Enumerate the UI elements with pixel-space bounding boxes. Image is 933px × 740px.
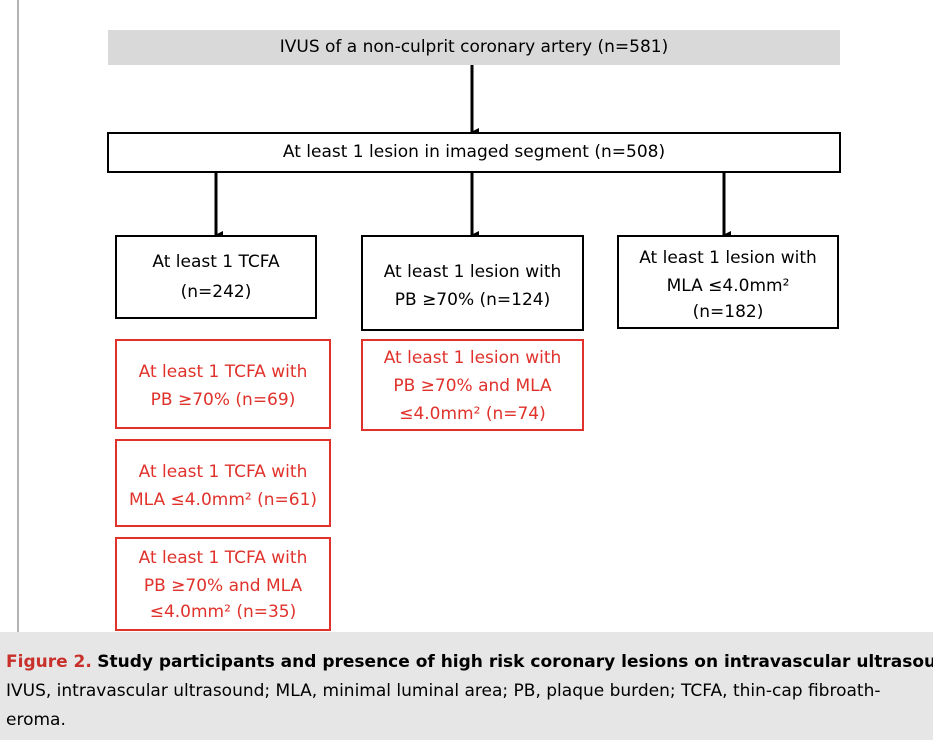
box-text: At least 1 TCFA with <box>139 462 308 482</box>
flowchart: IVUS of a non-culprit coronary artery (n… <box>17 0 933 639</box>
box-text: At least 1 TCFA <box>152 252 280 272</box>
flow-box <box>361 339 584 431</box>
box-text: PB ≥70% (n=69) <box>151 390 296 410</box>
caption-text: IVUS, intravascular ultrasound; MLA, min… <box>6 681 881 730</box>
box-text: At least 1 lesion with <box>639 248 817 268</box>
flow-box <box>361 235 584 331</box>
box-text: MLA ≤4.0mm² (n=61) <box>129 490 317 510</box>
box-text: At least 1 TCFA with <box>139 548 308 568</box>
box-text: ≤4.0mm² (n=74) <box>399 404 546 424</box>
flow-box <box>115 339 331 429</box>
box-text: (n=242) <box>181 282 252 302</box>
box-text: IVUS of a non-culprit coronary artery (n… <box>280 37 669 57</box>
box-text: PB ≥70% (n=124) <box>395 290 550 310</box>
box-text: At least 1 lesion in imaged segment (n=5… <box>283 142 665 162</box>
flow-box <box>115 235 317 319</box>
box-text: At least 1 lesion with <box>384 262 562 282</box>
caption-label: Figure 2. <box>6 652 92 672</box>
box-text: MLA ≤4.0mm² <box>667 276 790 296</box>
flow-box <box>115 537 331 631</box>
box-text: ≤4.0mm² (n=35) <box>150 602 297 622</box>
flow-box <box>108 30 840 65</box>
flow-box <box>617 235 839 329</box>
flow-box <box>115 439 331 527</box>
box-text: PB ≥70% and MLA <box>144 576 303 596</box>
caption-title: Study participants and presence of high … <box>97 652 933 672</box>
box-text: At least 1 lesion with <box>384 348 562 368</box>
box-text: (n=182) <box>693 302 764 322</box>
box-text: At least 1 TCFA with <box>139 362 308 382</box>
box-text: PB ≥70% and MLA <box>393 376 552 396</box>
caption: Figure 2. Study participants and presenc… <box>0 632 933 740</box>
flow-box <box>107 132 841 173</box>
